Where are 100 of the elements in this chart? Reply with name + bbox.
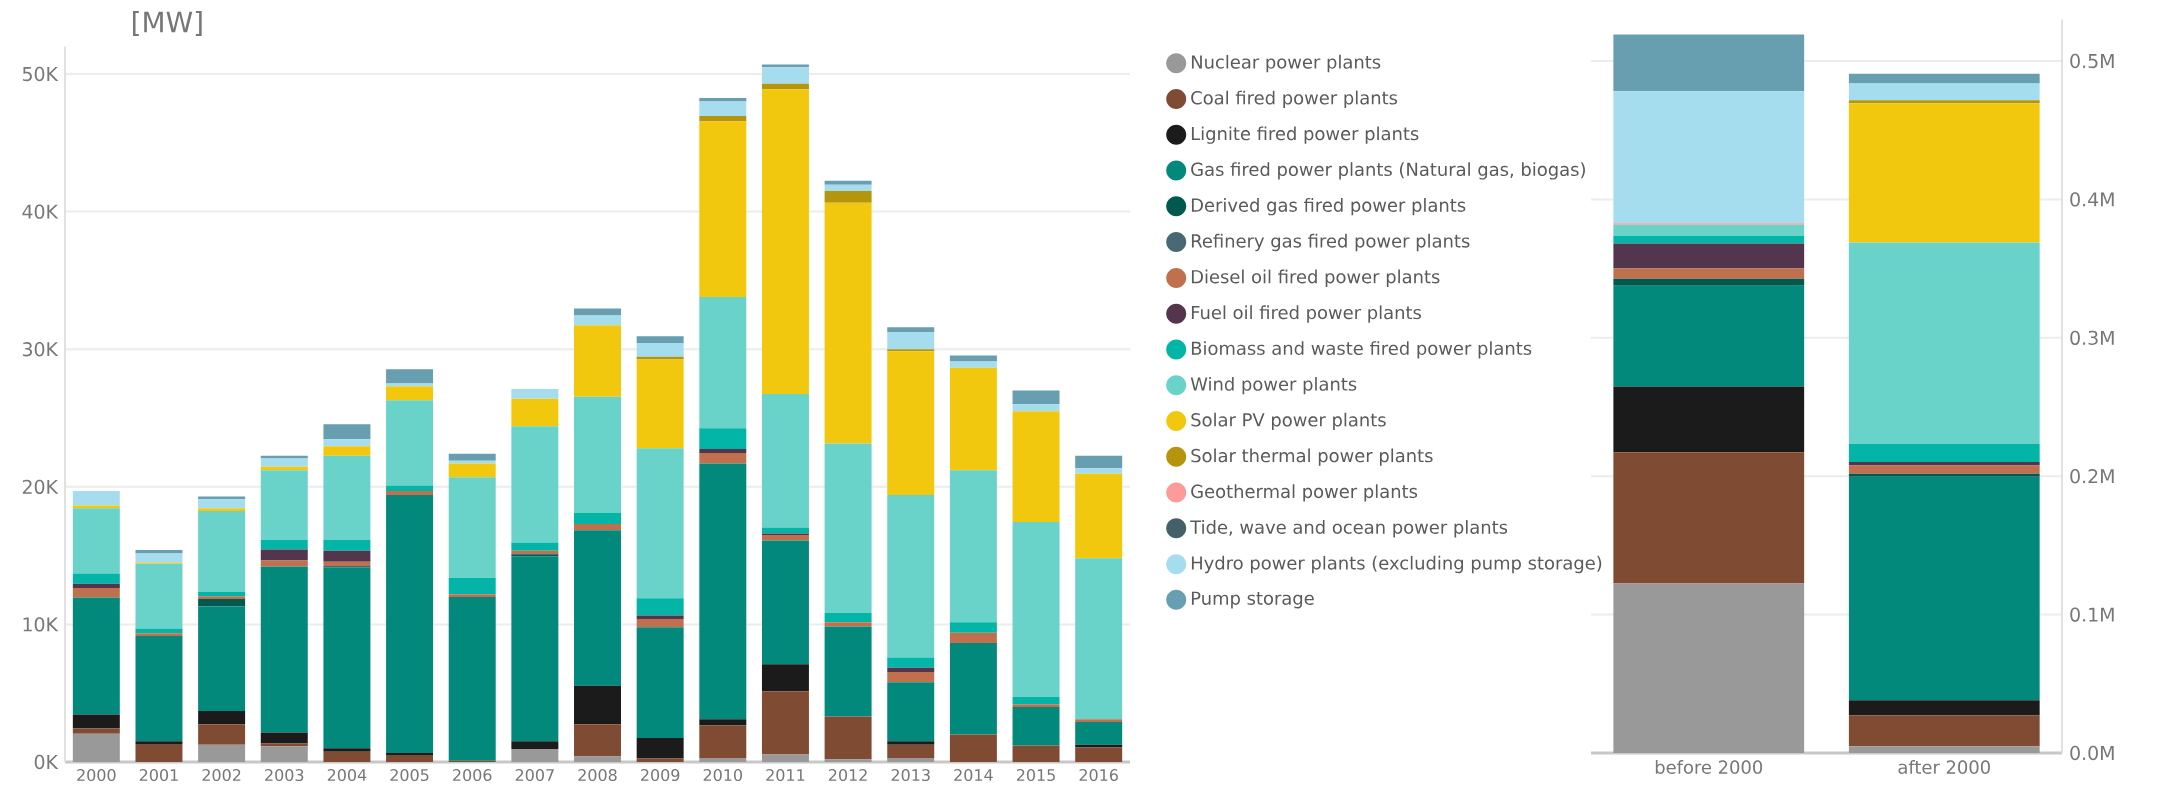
bar xyxy=(761,540,809,665)
x-tick-label: 2005 xyxy=(390,769,429,782)
bar xyxy=(761,691,809,755)
bar xyxy=(198,598,246,607)
bar xyxy=(323,567,371,749)
y-tick-label: 0.2M xyxy=(2070,469,2114,484)
bar xyxy=(1613,285,1805,387)
bar xyxy=(198,592,246,597)
y-tick-label: 50K xyxy=(22,66,59,82)
bar xyxy=(135,553,183,563)
bar xyxy=(1012,521,1060,697)
legend-label: Solar thermal power plants xyxy=(1191,448,1433,466)
bar xyxy=(511,554,559,557)
legend-label: Coal fired power plants xyxy=(1191,90,1398,108)
bar xyxy=(1075,722,1123,745)
bar xyxy=(1613,268,1805,279)
bar xyxy=(1012,411,1060,522)
legend-label: Lignite fired power plants xyxy=(1191,126,1419,144)
x-tick-label: after 2000 xyxy=(1898,760,1990,774)
bar xyxy=(636,336,684,344)
legend-label: Nuclear power plants xyxy=(1191,54,1381,73)
bar xyxy=(1012,696,1060,705)
bar xyxy=(761,89,809,394)
legend-label: Refinery gas fired power plants xyxy=(1191,233,1470,252)
y-tick-label: 0.4M xyxy=(2070,192,2114,207)
bar xyxy=(448,596,496,761)
bar xyxy=(636,359,684,449)
bar xyxy=(511,741,559,749)
bar xyxy=(1613,224,1805,236)
bar xyxy=(887,757,935,762)
bar xyxy=(824,612,872,623)
bar xyxy=(636,343,684,357)
bar xyxy=(72,583,120,588)
bar xyxy=(699,719,747,726)
bar xyxy=(949,622,997,633)
bar xyxy=(887,327,935,333)
bar xyxy=(824,759,872,762)
bar xyxy=(1012,390,1060,405)
bar xyxy=(1848,746,2040,753)
bar xyxy=(574,530,621,686)
bar xyxy=(574,325,621,397)
x-tick-label: 2007 xyxy=(515,769,554,782)
bar xyxy=(448,453,496,461)
y-tick-label: 30K xyxy=(22,342,59,357)
legend-label: Geothermal power plants xyxy=(1191,484,1418,502)
bar xyxy=(636,618,684,628)
bar xyxy=(323,539,371,551)
bar xyxy=(824,622,872,627)
bar xyxy=(949,470,997,623)
bar xyxy=(636,615,684,619)
bar xyxy=(448,577,496,595)
bar xyxy=(574,523,621,531)
bar xyxy=(1848,700,2040,716)
bar xyxy=(323,446,371,456)
bar xyxy=(323,748,371,752)
bar xyxy=(260,732,308,744)
bar xyxy=(260,539,308,550)
bar xyxy=(386,495,434,754)
bar xyxy=(1613,278,1805,286)
bar xyxy=(511,398,559,427)
bar xyxy=(198,510,246,593)
legend-label: Tide, wave and ocean power plants xyxy=(1190,520,1508,538)
bar xyxy=(887,332,935,350)
bar xyxy=(699,115,747,122)
y-tick-label: 40K xyxy=(22,204,59,219)
x-tick-label: 2004 xyxy=(327,769,367,782)
bar xyxy=(386,369,434,384)
bar xyxy=(574,724,621,757)
x-tick-label: 2002 xyxy=(202,769,241,782)
bar xyxy=(72,597,120,715)
bar xyxy=(1613,235,1805,244)
bar xyxy=(1075,473,1123,559)
x-tick-label: 2016 xyxy=(1079,769,1118,782)
bar xyxy=(949,361,997,368)
x-tick-label: 2010 xyxy=(703,769,743,782)
x-tick-label: 2000 xyxy=(77,769,116,782)
legend-label: Derived gas fired power plants xyxy=(1191,198,1466,216)
bar xyxy=(824,202,872,444)
bar xyxy=(636,448,684,599)
bar xyxy=(72,728,120,734)
bar xyxy=(72,505,120,509)
x-tick-label: 2003 xyxy=(265,769,304,782)
bar xyxy=(386,755,434,762)
bar xyxy=(699,725,747,758)
bar xyxy=(323,439,371,447)
legend-label: Gas fired power plants (Natural gas, biogas) xyxy=(1191,162,1585,180)
bar xyxy=(824,190,872,203)
bar xyxy=(260,549,308,561)
bar xyxy=(761,83,809,90)
bar xyxy=(511,389,559,399)
bar xyxy=(1848,103,2040,243)
bar xyxy=(260,566,308,733)
bar xyxy=(72,490,120,506)
bar xyxy=(887,667,935,672)
bar xyxy=(386,386,434,401)
x-tick-label: 2013 xyxy=(891,769,930,782)
bar xyxy=(135,563,183,629)
bar xyxy=(135,550,183,554)
bar xyxy=(1613,386,1805,453)
bar xyxy=(761,754,809,762)
